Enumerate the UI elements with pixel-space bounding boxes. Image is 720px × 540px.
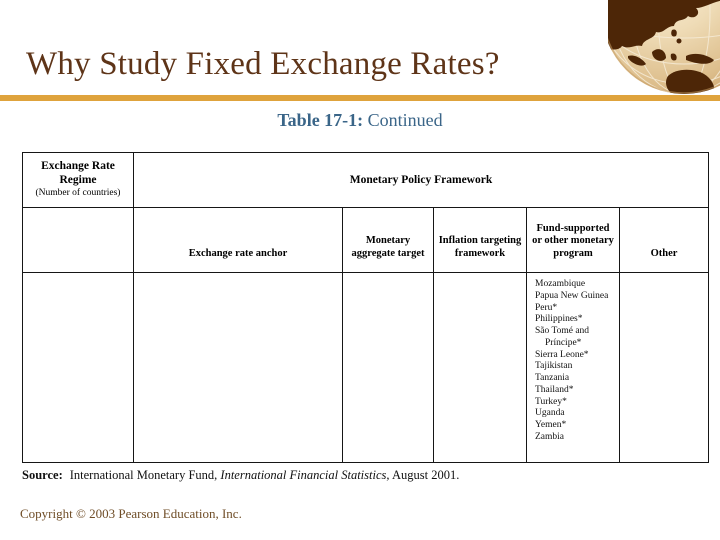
country-item: Thailand* (535, 384, 574, 395)
column-header-anchor: Exchange rate anchor (133, 207, 343, 273)
source-publication: International Financial Statistics, (220, 468, 390, 482)
country-item: Tajikistan (535, 361, 573, 372)
country-item: Turkey* (535, 396, 567, 407)
copyright-note: Copyright © 2003 Pearson Education, Inc. (20, 506, 242, 521)
table-caption-continued: Continued (363, 110, 443, 130)
column-header-monetary-aggregate: Monetary aggregate target (342, 207, 434, 273)
column-header-inflation-targeting: Inflation targeting framework (433, 207, 527, 273)
empty-header-cell (22, 207, 134, 273)
body-cell-other (618, 272, 710, 463)
exchange-rate-table: Exchange Rate Regime (Number of countrie… (22, 152, 710, 463)
country-item: Mozambique (535, 279, 586, 289)
country-item: Uganda (535, 408, 565, 419)
country-item: Philippines* (535, 314, 583, 325)
regime-header-cell: Exchange Rate Regime (Number of countrie… (22, 152, 134, 208)
globe-icon (608, 0, 720, 95)
body-cell-monetary-aggregate (342, 272, 434, 463)
country-item: Peru* (535, 302, 558, 313)
body-cell-regime (22, 272, 134, 463)
source-note: Source: International Monetary Fund, Inte… (22, 468, 459, 483)
column-header-other: Other (618, 207, 710, 273)
country-item: São Tomé and Príncipe* (535, 326, 590, 348)
regime-header: Exchange Rate Regime (41, 160, 115, 186)
accent-bar (0, 95, 720, 101)
country-item: Yemen* (535, 420, 567, 431)
column-header-fund-supported: Fund-supported or other monetary program (526, 207, 620, 273)
source-date: August 2001. (389, 468, 460, 482)
source-label: Source: (22, 468, 63, 482)
source-text: International Monetary Fund, (69, 468, 221, 482)
country-item: Zambia (535, 431, 565, 442)
country-item: Tanzania (535, 373, 570, 384)
country-list: Mozambique Papua New Guinea Peru* Philippin… (528, 274, 618, 444)
body-cell-anchor (133, 272, 343, 463)
country-item: Papua New Guinea (535, 290, 609, 301)
regime-subheader: (Number of countries) (35, 188, 121, 199)
table-caption-number: Table 17-1: (277, 110, 364, 130)
table-caption: Table 17-1: Continued (0, 110, 720, 131)
country-item: Sierra Leone* (535, 349, 589, 360)
body-cell-inflation-targeting (433, 272, 527, 463)
framework-header: Monetary Policy Framework (349, 174, 493, 186)
slide-title: Why Study Fixed Exchange Rates? (26, 46, 500, 82)
framework-header-cell: Monetary Policy Framework (132, 152, 710, 208)
body-cell-fund-supported: Mozambique Papua New Guinea Peru* Philippin… (526, 272, 620, 463)
